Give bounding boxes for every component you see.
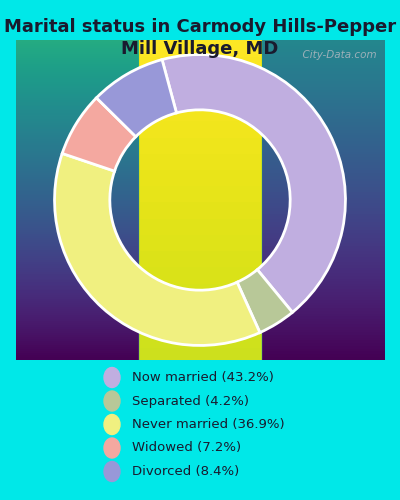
Text: Never married (36.9%): Never married (36.9%) — [132, 418, 285, 431]
Text: City-Data.com: City-Data.com — [296, 50, 377, 59]
Text: Marital status in Carmody Hills-Pepper
Mill Village, MD: Marital status in Carmody Hills-Pepper M… — [4, 18, 396, 58]
Wedge shape — [62, 98, 136, 171]
Wedge shape — [96, 60, 176, 136]
Wedge shape — [237, 270, 292, 332]
Text: Widowed (7.2%): Widowed (7.2%) — [132, 442, 241, 454]
Text: Divorced (8.4%): Divorced (8.4%) — [132, 465, 239, 478]
Text: Separated (4.2%): Separated (4.2%) — [132, 394, 249, 407]
Wedge shape — [54, 154, 260, 346]
Text: Now married (43.2%): Now married (43.2%) — [132, 371, 274, 384]
Wedge shape — [162, 54, 346, 312]
